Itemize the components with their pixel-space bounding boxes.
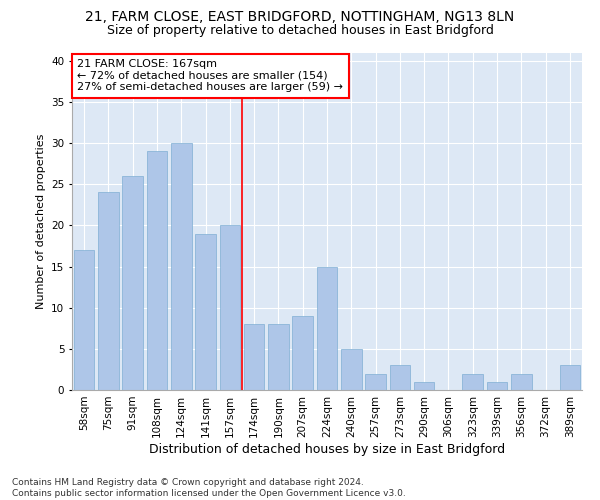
Bar bbox=[195, 234, 216, 390]
Text: 21 FARM CLOSE: 167sqm
← 72% of detached houses are smaller (154)
27% of semi-det: 21 FARM CLOSE: 167sqm ← 72% of detached … bbox=[77, 59, 343, 92]
Bar bbox=[74, 250, 94, 390]
Bar bbox=[560, 366, 580, 390]
Bar bbox=[317, 266, 337, 390]
Bar bbox=[463, 374, 483, 390]
Bar bbox=[98, 192, 119, 390]
Bar bbox=[146, 152, 167, 390]
Bar bbox=[122, 176, 143, 390]
Text: 21, FARM CLOSE, EAST BRIDGFORD, NOTTINGHAM, NG13 8LN: 21, FARM CLOSE, EAST BRIDGFORD, NOTTINGH… bbox=[85, 10, 515, 24]
X-axis label: Distribution of detached houses by size in East Bridgford: Distribution of detached houses by size … bbox=[149, 442, 505, 456]
Bar bbox=[389, 366, 410, 390]
Bar bbox=[268, 324, 289, 390]
Text: Contains HM Land Registry data © Crown copyright and database right 2024.
Contai: Contains HM Land Registry data © Crown c… bbox=[12, 478, 406, 498]
Bar bbox=[414, 382, 434, 390]
Y-axis label: Number of detached properties: Number of detached properties bbox=[35, 134, 46, 309]
Bar bbox=[511, 374, 532, 390]
Bar bbox=[220, 226, 240, 390]
Bar bbox=[292, 316, 313, 390]
Bar bbox=[341, 349, 362, 390]
Bar bbox=[171, 143, 191, 390]
Bar bbox=[365, 374, 386, 390]
Text: Size of property relative to detached houses in East Bridgford: Size of property relative to detached ho… bbox=[107, 24, 493, 37]
Bar bbox=[487, 382, 508, 390]
Bar bbox=[244, 324, 265, 390]
